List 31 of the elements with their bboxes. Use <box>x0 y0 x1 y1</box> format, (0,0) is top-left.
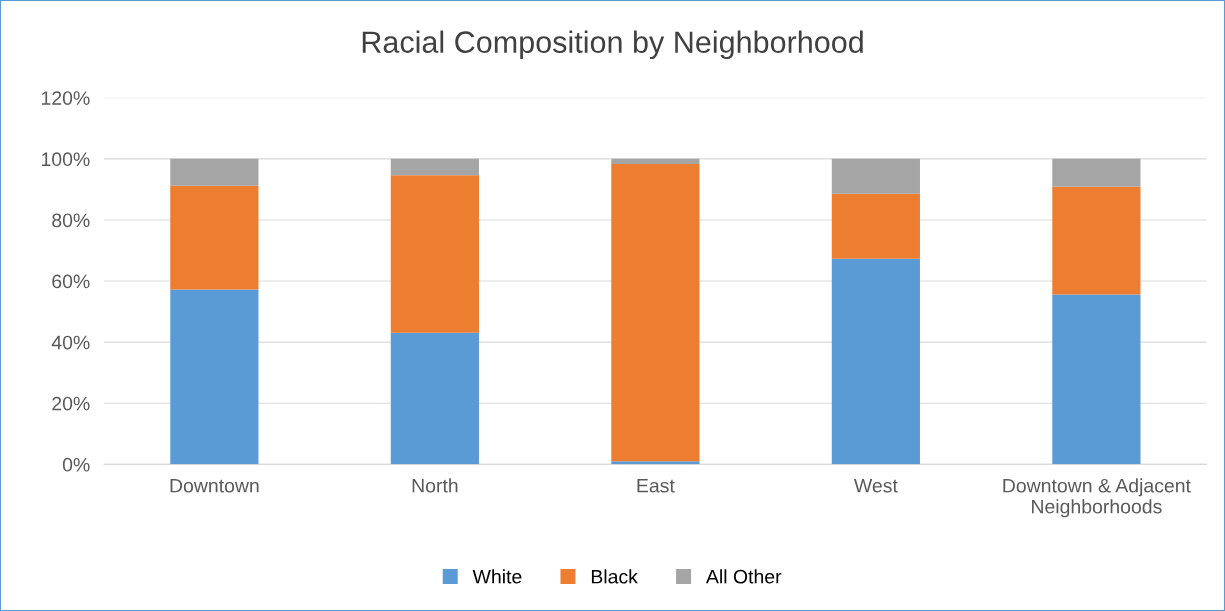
bar <box>831 193 920 259</box>
bar <box>611 461 700 465</box>
bar <box>390 175 479 333</box>
x-tick-label: West <box>853 478 898 493</box>
bar <box>170 289 259 465</box>
bar <box>390 158 479 176</box>
y-tick-label: 20% <box>52 396 90 411</box>
bar <box>390 332 479 465</box>
legend-label: Black <box>591 569 638 584</box>
chart-title: Racial Composition by Neighborhood <box>362 30 863 60</box>
x-tick-label: Downtown & Adjacent Neighborhoods <box>1003 478 1191 518</box>
bar <box>611 158 700 165</box>
y-tick-label: 40% <box>51 335 90 350</box>
bar <box>170 158 259 186</box>
bar <box>1052 294 1141 465</box>
bar <box>1052 158 1141 187</box>
bar <box>831 258 920 465</box>
bar <box>1052 186 1141 295</box>
x-tick-label: East <box>637 478 675 493</box>
legend-label: White <box>472 569 522 584</box>
y-tick-label: 80% <box>52 213 90 228</box>
x-tick-label: North <box>412 478 458 493</box>
x-tick-label: Downtown <box>170 478 259 493</box>
bar <box>611 164 700 462</box>
legend-label: All Other <box>705 569 782 584</box>
bar <box>170 185 259 290</box>
y-tick-label: 120% <box>41 91 90 105</box>
bar <box>831 158 920 194</box>
y-tick-label: 100% <box>41 152 90 167</box>
y-tick-label: 60% <box>52 274 90 289</box>
y-tick-label: 0% <box>62 457 90 472</box>
